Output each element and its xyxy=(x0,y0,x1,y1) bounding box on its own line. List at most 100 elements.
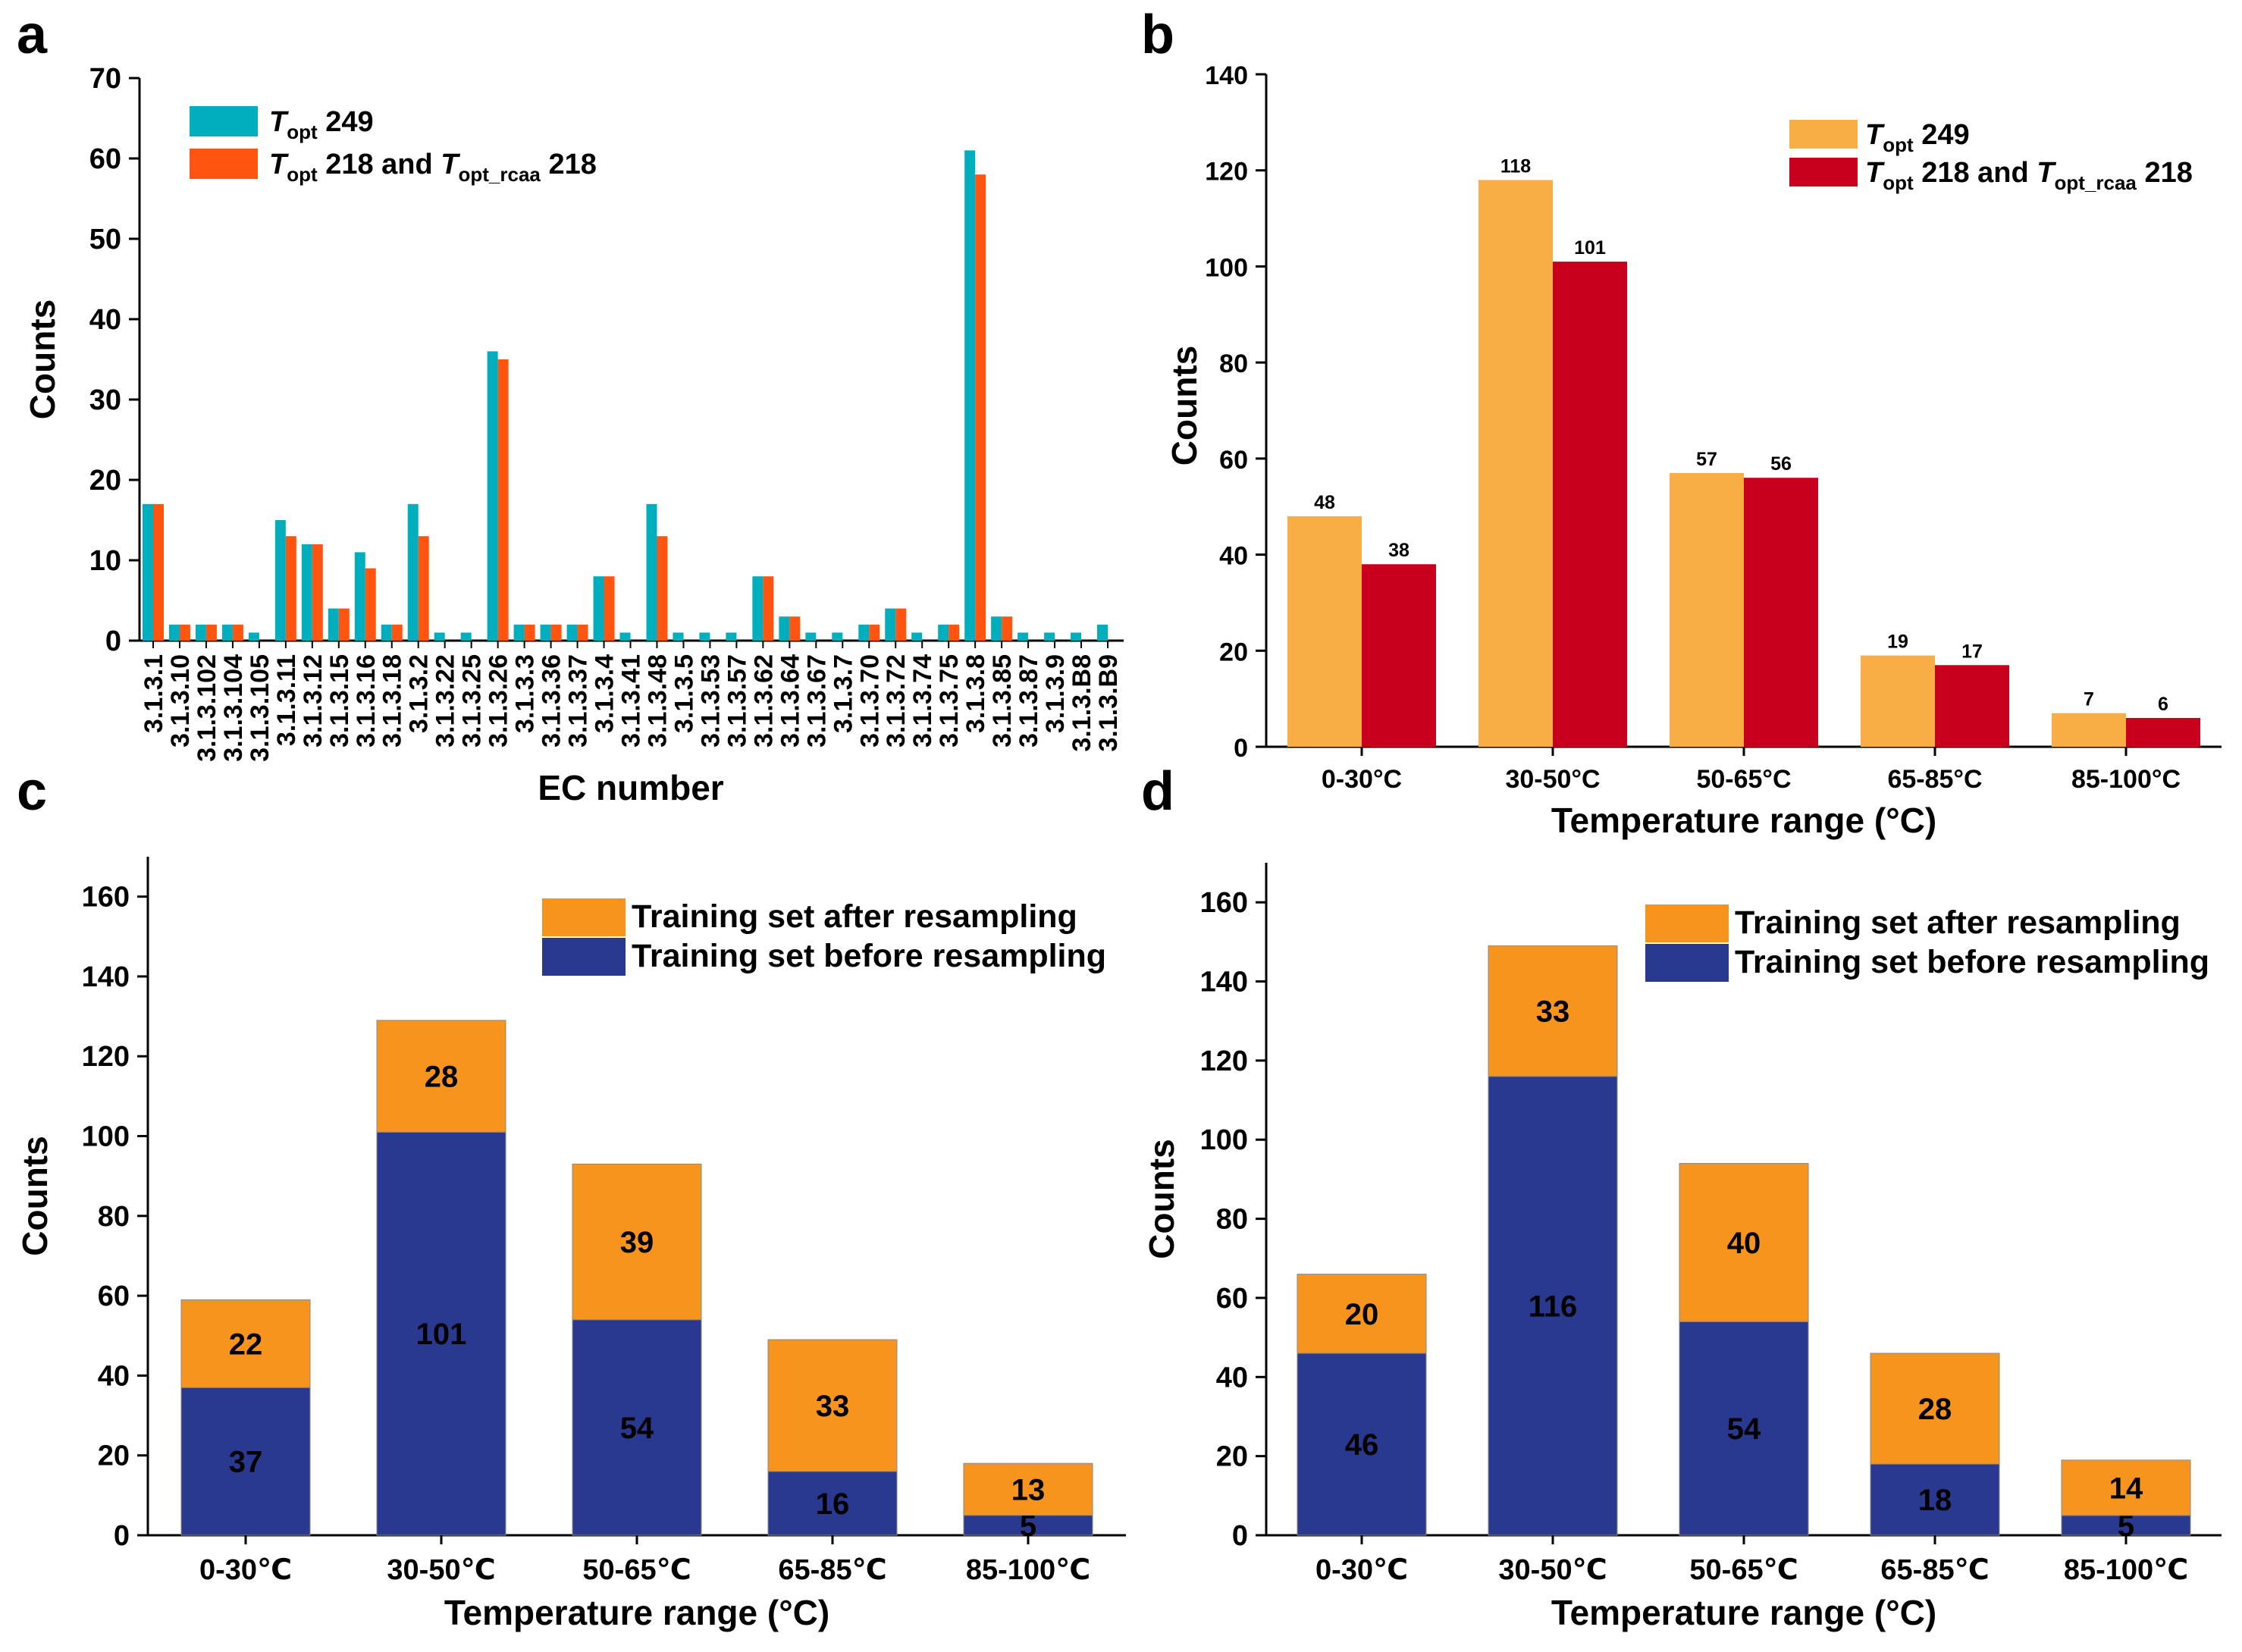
x-tick-label: 3.1.3.16 xyxy=(352,654,381,748)
x-tick-label: 3.1.3.25 xyxy=(458,654,487,748)
bar-value-label: 54 xyxy=(1727,1412,1761,1446)
bar xyxy=(805,632,817,641)
legend-swatch xyxy=(190,149,258,179)
bar-value-label: 37 xyxy=(229,1446,263,1479)
legend-label: Topt 249 xyxy=(269,106,374,143)
bar-value-label: 14 xyxy=(2109,1472,2143,1505)
bar xyxy=(975,174,986,641)
bar xyxy=(1478,180,1553,747)
x-tick-label: 3.1.3.102 xyxy=(193,654,221,762)
x-tick-label: 3.1.3.26 xyxy=(484,654,513,748)
bar-value-label: 28 xyxy=(425,1061,459,1094)
bar xyxy=(540,624,551,641)
x-tick-label: 3.1.3.105 xyxy=(246,654,274,762)
bar xyxy=(789,616,801,641)
bar xyxy=(179,624,190,641)
bar-segment xyxy=(376,1020,506,1133)
x-tick-label: 3.1.3.8 xyxy=(961,654,990,733)
bar xyxy=(577,624,588,641)
bar-value-label: 13 xyxy=(1011,1473,1046,1506)
bar xyxy=(407,503,419,641)
x-tick-label: 3.1.3.57 xyxy=(723,654,751,748)
y-tick-label: 0 xyxy=(114,1520,130,1552)
bar xyxy=(726,632,737,641)
bar xyxy=(2052,713,2126,747)
legend-label: Training set after resampling xyxy=(632,898,1077,935)
x-tick-label: 65-85℃ xyxy=(778,1554,886,1586)
bar xyxy=(328,608,339,641)
bar xyxy=(991,616,1002,641)
y-tick-label: 20 xyxy=(98,1440,130,1472)
y-tick-label: 100 xyxy=(1200,1124,1248,1156)
bar-value-label: 54 xyxy=(620,1412,654,1445)
legend-swatch xyxy=(1645,904,1729,942)
legend-label: Topt 218 and Topt_rcaa 218 xyxy=(1865,157,2193,194)
bar-value-label: 7 xyxy=(2084,689,2094,710)
bar xyxy=(1362,564,1436,747)
y-tick-label: 160 xyxy=(82,882,130,914)
bar xyxy=(168,624,180,641)
bar xyxy=(195,624,206,641)
x-tick-label: 65-85℃ xyxy=(1880,1554,1989,1586)
y-tick-label: 20 xyxy=(1216,1441,1248,1473)
bar-value-label: 101 xyxy=(1574,237,1606,259)
x-tick-label: 50-65℃ xyxy=(1689,1554,1798,1586)
bar xyxy=(301,544,312,641)
bar xyxy=(779,616,790,641)
x-tick-label: 3.1.3.53 xyxy=(696,654,725,748)
bar-value-label: 19 xyxy=(1887,632,1908,653)
x-axis-title: Temperature range (°C) xyxy=(1551,801,1936,840)
x-tick-label: 85-100°C xyxy=(2071,765,2181,794)
bar xyxy=(365,568,376,641)
bar xyxy=(524,624,535,641)
x-tick-label: 3.1.3.B9 xyxy=(1094,654,1123,752)
x-tick-label: 30-50°C xyxy=(1505,765,1600,794)
bar xyxy=(1044,632,1055,641)
bar-segment xyxy=(1870,1463,2000,1536)
bar xyxy=(832,632,843,641)
x-tick-label: 3.1.3.15 xyxy=(325,654,354,748)
legend-swatch xyxy=(1789,158,1858,187)
bar-value-label: 101 xyxy=(416,1318,467,1351)
x-tick-label: 3.1.3.74 xyxy=(908,654,937,748)
bar xyxy=(460,632,472,641)
y-tick-label: 140 xyxy=(82,961,130,993)
x-tick-label: 3.1.3.4 xyxy=(591,654,619,733)
bar-segment xyxy=(376,1131,506,1536)
bar xyxy=(550,624,562,641)
x-tick-label: 85-100℃ xyxy=(2064,1554,2188,1586)
y-axis-title: Counts xyxy=(1165,346,1204,466)
legend-label: Topt 218 and Topt_rcaa 218 xyxy=(269,149,597,186)
panel-label: b xyxy=(1141,5,1174,65)
y-tick-label: 40 xyxy=(1219,542,1248,571)
y-tick-label: 100 xyxy=(82,1121,130,1153)
y-tick-label: 120 xyxy=(1200,1045,1248,1077)
legend-swatch xyxy=(190,106,258,136)
bar xyxy=(593,576,604,641)
y-tick-label: 40 xyxy=(89,304,121,336)
bar xyxy=(604,576,615,641)
x-tick-label: 3.1.3.75 xyxy=(935,654,964,748)
x-tick-label: 3.1.3.87 xyxy=(1014,654,1043,748)
bar-segment xyxy=(1297,1274,1427,1354)
y-tick-label: 0 xyxy=(1232,1520,1248,1552)
x-tick-label: 3.1.3.48 xyxy=(643,654,672,748)
bar xyxy=(285,536,296,641)
x-tick-label: 3.1.3.9 xyxy=(1041,654,1070,733)
bar xyxy=(312,544,323,641)
bar xyxy=(646,503,657,641)
bar-value-label: 56 xyxy=(1770,453,1792,475)
y-tick-label: 80 xyxy=(1216,1204,1248,1236)
x-tick-label: 50-65℃ xyxy=(582,1554,691,1586)
bar-value-label: 46 xyxy=(1345,1428,1379,1462)
bar-value-label: 16 xyxy=(816,1487,850,1521)
bar xyxy=(434,632,445,641)
bar-value-label: 118 xyxy=(1500,155,1531,177)
bar-value-label: 57 xyxy=(1696,449,1717,470)
y-axis-title: Counts xyxy=(23,299,62,419)
x-axis-title: Temperature range (°C) xyxy=(1551,1593,1936,1632)
y-tick-label: 140 xyxy=(1200,967,1248,998)
y-axis-title: Counts xyxy=(15,1136,55,1255)
bar-value-label: 38 xyxy=(1388,540,1409,561)
